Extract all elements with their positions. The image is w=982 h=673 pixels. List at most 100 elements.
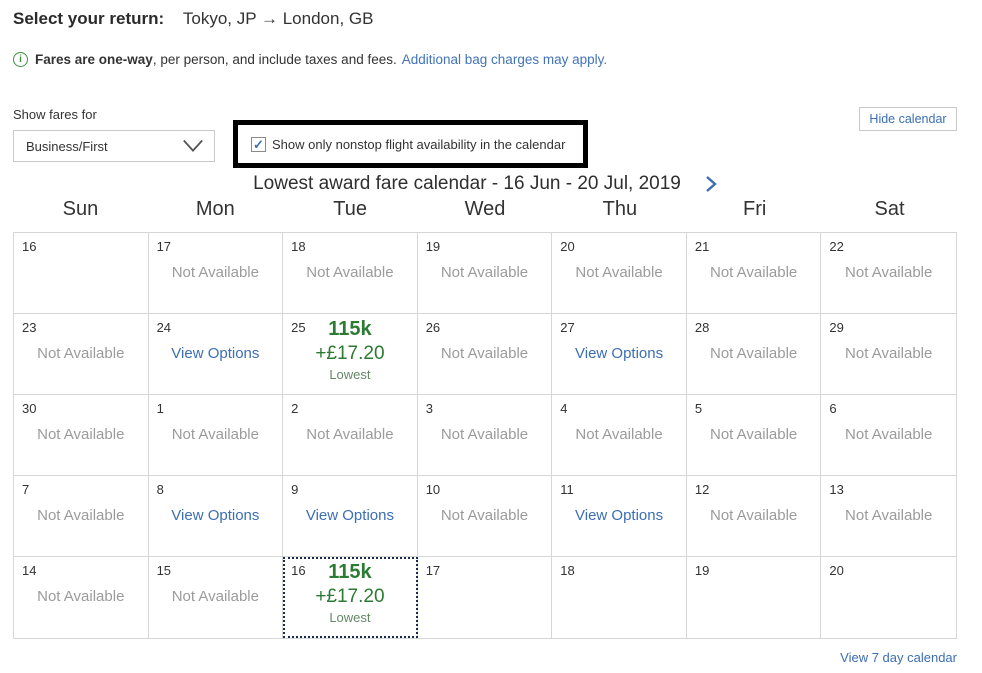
calendar-cell: 28 Not Available [686,314,822,395]
calendar-cell: 23 Not Available [14,314,149,395]
checkmark-icon: ✓ [253,136,264,152]
calendar-cell: 15 Not Available [148,557,284,638]
view-7-day-calendar-link[interactable]: View 7 day calendar [840,650,957,665]
select-return-label: Select your return: [13,9,165,28]
cell-date: 30 [22,401,37,416]
cell-date: 3 [425,401,433,416]
calendar-cell: 22 Not Available [821,233,956,314]
calendar-cell: 18 Not Available [283,233,418,314]
cell-date: 20 [560,239,575,254]
calendar-cell: 20 [821,557,956,638]
hide-calendar-label: Hide calendar [869,112,947,126]
calendar-cell: 30 Not Available [14,395,149,476]
next-month-icon[interactable] [705,175,717,193]
cell-date: 16 [22,239,37,254]
calendar-cell: 20 Not Available [552,233,687,314]
calendar-cell: 13 Not Available [821,476,956,557]
calendar-cell[interactable]: 27 View Options [552,314,687,395]
nonstop-checkbox[interactable]: ✓ [251,136,266,152]
day-header-thu: Thu [602,198,638,220]
not-available-label: Not Available [709,264,798,281]
calendar-cell: 19 Not Available [417,233,553,314]
fare-cash: +£17.20 [315,343,385,364]
calendar-cell: 29 Not Available [821,314,956,395]
calendar-cell: 10 Not Available [417,476,553,557]
not-available-label: Not Available [306,426,394,443]
cabin-class-dropdown[interactable]: Business/First [13,130,215,162]
cell-date: 18 [560,563,575,578]
not-available-label: Not Available [171,426,259,443]
calendar-cell: 6 Not Available [821,395,956,476]
cell-date: 15 [156,563,172,578]
calendar-cell: 26 Not Available [417,314,553,395]
cell-date: 27 [560,320,575,335]
not-available-label: Not Available [845,345,933,362]
cell-date: 20 [829,563,844,578]
not-available-label: Not Available [306,264,394,281]
cell-date: 8 [156,482,164,497]
nonstop-checkbox-label[interactable]: Show only nonstop flight availability in… [272,136,566,152]
fare-cash: +£17.20 [315,586,385,607]
fare-info-text: Fares are one-way, per person, and inclu… [35,52,397,67]
view-options-link[interactable]: View Options [305,507,394,524]
cell-date: 17 [425,563,441,578]
calendar-cell[interactable]: 24 View Options [148,314,284,395]
day-of-week-headers: Sun Mon Tue Wed Thu Fri Sat [13,198,957,228]
cell-date: 28 [694,320,710,335]
cell-date: 25 [291,320,306,335]
day-header-sun: Sun [62,198,99,220]
hide-calendar-button[interactable]: Hide calendar [859,107,957,131]
not-available-label: Not Available [845,426,933,443]
calendar-cell: 14 Not Available [14,557,149,638]
cell-date: 14 [22,563,37,578]
cell-date: 13 [829,482,844,497]
cell-date: 23 [22,320,37,335]
cell-date: 2 [291,401,299,416]
view-options-link[interactable]: View Options [171,507,260,524]
not-available-label: Not Available [171,588,259,605]
calendar-cell[interactable]: 9 View Options [283,476,418,557]
show-fares-label: Show fares for [13,107,97,122]
calendar-grid: 16 17 Not Available 18 Not Available 19 Not Av… [13,232,957,639]
calendar-cell: 7 Not Available [14,476,149,557]
calendar-cell[interactable]: 8 View Options [148,476,284,557]
fare-details[interactable]: 115k +£17.20 Lowest [283,317,417,383]
fare-miles: 115k [328,318,372,340]
not-available-label: Not Available [440,345,529,362]
cell-date: 26 [425,320,441,335]
cell-date: 22 [829,239,844,254]
cell-date: 21 [694,239,710,254]
calendar-cell[interactable]: 25 115k +£17.20 Lowest [283,314,418,395]
not-available-label: Not Available [171,264,259,281]
calendar-cell[interactable]: 16 115k +£17.20 Lowest [283,557,418,638]
calendar-cell: 1 Not Available [148,395,284,476]
bag-charges-link[interactable]: Additional bag charges may apply. [401,52,608,67]
not-available-label: Not Available [709,345,798,362]
cell-date: 9 [291,482,299,497]
cell-date: 16 [291,563,306,578]
view-options-link[interactable]: View Options [575,345,664,362]
cell-date: 17 [156,239,172,254]
day-header-mon: Mon [195,198,235,220]
calendar-cell: 19 [686,557,822,638]
cell-date: 18 [291,239,306,254]
day-header-sat: Sat [874,198,905,220]
calendar-cell: 2 Not Available [283,395,418,476]
route-text: Tokyo, JP → London, GB [182,9,374,28]
chevron-down-icon [182,139,204,153]
cell-date: 11 [560,482,574,497]
fare-lowest-tag: Lowest [329,610,371,625]
cell-date: 10 [425,482,441,497]
view-options-link[interactable]: View Options [575,507,664,524]
calendar-cell: 4 Not Available [552,395,687,476]
not-available-label: Not Available [37,345,125,362]
fare-details[interactable]: 115k +£17.20 Lowest [283,560,417,626]
not-available-label: Not Available [440,507,529,524]
fare-info-bold: Fares are one-way [35,52,153,67]
not-available-label: Not Available [845,507,933,524]
view-options-link[interactable]: View Options [171,345,260,362]
calendar-cell[interactable]: 11 View Options [552,476,687,557]
day-header-fri: Fri [743,198,767,220]
fare-miles: 115k [328,561,372,583]
